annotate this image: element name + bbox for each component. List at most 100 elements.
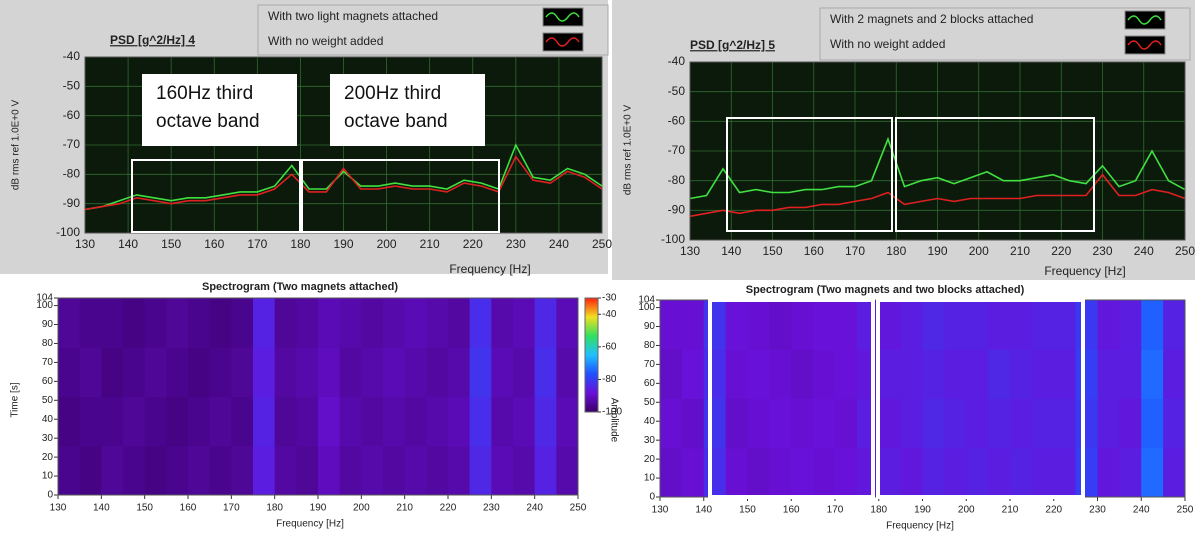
heatmap-cell <box>123 396 146 447</box>
x-tick-label: 220 <box>1045 505 1062 516</box>
heatmap-cell <box>534 396 557 447</box>
legend-swatch-bg <box>1124 10 1166 30</box>
x-tick-label: 200 <box>353 503 370 514</box>
x-tick-label: 190 <box>927 244 947 258</box>
heatmap-cell <box>878 398 902 449</box>
y-tick-label: 60 <box>644 378 656 389</box>
heatmap-cell <box>1010 447 1033 498</box>
heatmap-cell <box>534 298 557 348</box>
heatmap-cell <box>944 447 967 498</box>
y-tick-label: 0 <box>47 490 53 501</box>
y-tick-label: 100 <box>36 300 53 311</box>
heatmap-cell <box>296 298 319 348</box>
heatmap-cell <box>79 347 102 397</box>
heatmap-cell <box>813 447 836 498</box>
band-box <box>301 159 500 233</box>
x-tick-label: 200 <box>958 505 975 516</box>
heatmap-cell <box>404 298 427 348</box>
heatmap-cell <box>660 300 683 350</box>
heatmap-cell <box>922 349 945 399</box>
line-series <box>689 173 1186 218</box>
heatmap-cell <box>231 445 254 496</box>
annotation: 160Hz third octave band <box>142 74 297 146</box>
x-tick-label: 150 <box>136 503 153 514</box>
y-tick-label: -100 <box>56 225 80 239</box>
chart-title: Spectrogram (Two magnets and two blocks … <box>746 284 1025 296</box>
y-tick-label: -50 <box>668 84 686 98</box>
x-axis-label: Frequency [Hz] <box>886 521 954 532</box>
heatmap-cell <box>58 445 81 496</box>
heatmap-cell <box>166 445 189 496</box>
y-tick-label: 20 <box>42 452 54 463</box>
heatmap-cell <box>1031 398 1055 449</box>
plots: PSD [g^2/Hz] 4 With two light magnets att… <box>10 4 1195 532</box>
heatmap-cell <box>1163 447 1186 498</box>
legend-label: With no weight added <box>830 37 945 51</box>
colorbar-tick-label: -60 <box>602 341 617 352</box>
heatmap-cell <box>361 347 384 397</box>
x-tick-label: 150 <box>161 237 181 251</box>
heatmap-cell <box>966 447 989 498</box>
heatmap-cell <box>1141 447 1164 498</box>
x-tick-label: 170 <box>845 244 865 258</box>
heatmap-cell <box>681 300 705 350</box>
y-tick-label: -100 <box>661 232 685 246</box>
x-tick-label: 130 <box>680 244 700 258</box>
y-tick-label: -70 <box>63 137 81 151</box>
heatmap-cell <box>556 396 579 447</box>
band-box <box>131 159 301 233</box>
heatmap-cell <box>318 347 341 397</box>
heatmap-cell <box>791 398 814 449</box>
colorbar-label: Amplitude <box>608 398 619 443</box>
colorbar-tick-label: -40 <box>602 309 617 320</box>
heatmap-cell <box>1163 300 1186 350</box>
heatmap-cell <box>426 298 449 348</box>
heatmap-cell <box>835 300 858 350</box>
heatmap-cell <box>448 396 471 447</box>
heatmap-cell <box>253 396 276 447</box>
y-tick-label: 90 <box>42 319 54 330</box>
y-axis-label: dB rms ref 1.0E+0 V <box>11 100 22 191</box>
heatmap-cell <box>448 347 471 397</box>
heatmap-cell <box>166 396 189 447</box>
heatmap-cell <box>426 445 449 496</box>
legend-label: With 2 magnets and 2 blocks attached <box>830 12 1033 26</box>
heatmap-cell <box>123 347 146 397</box>
heatmap-cell <box>79 298 102 348</box>
x-tick-label: 190 <box>333 237 353 251</box>
heatmap-cell <box>188 396 211 447</box>
legend-label: With two light magnets attached <box>268 9 438 23</box>
heatmap-cell <box>166 298 189 348</box>
heatmap-cell <box>296 396 319 447</box>
heatmap-cell <box>1031 447 1055 498</box>
x-tick-label: 240 <box>549 237 569 251</box>
heatmap-cell <box>966 349 989 399</box>
heatmap-cell <box>469 298 492 348</box>
y-tick-label: 100 <box>638 302 655 313</box>
heatmap-cell <box>966 300 989 350</box>
x-tick-label: 170 <box>827 505 844 516</box>
heatmap-cell <box>660 349 683 399</box>
legend-swatch-bg <box>542 7 584 27</box>
heatmap-cell <box>58 347 81 397</box>
x-tick-label: 170 <box>223 503 240 514</box>
y-axis-label: Time [s] <box>10 382 21 417</box>
chart-title: PSD [g^2/Hz] 5 <box>690 38 775 52</box>
heatmap-cell <box>725 398 748 449</box>
heatmap-cell <box>556 445 579 496</box>
x-tick-label: 200 <box>969 244 989 258</box>
heatmap-cell <box>703 349 727 399</box>
heatmap-cell <box>1119 300 1142 350</box>
heatmap-cell <box>253 298 276 348</box>
y-tick-label: 30 <box>644 435 656 446</box>
heatmap-cell <box>79 445 102 496</box>
heatmap-cell <box>1075 300 1098 350</box>
heatmap-cell <box>813 349 836 399</box>
heatmap-cell <box>513 396 536 447</box>
legend-swatch-bg <box>542 32 584 52</box>
heatmap-cell <box>1097 300 1120 350</box>
heatmap-cell <box>1010 398 1033 449</box>
band-boxes <box>131 117 1095 499</box>
heatmap-cell <box>725 349 748 399</box>
heatmap-cell <box>835 447 858 498</box>
